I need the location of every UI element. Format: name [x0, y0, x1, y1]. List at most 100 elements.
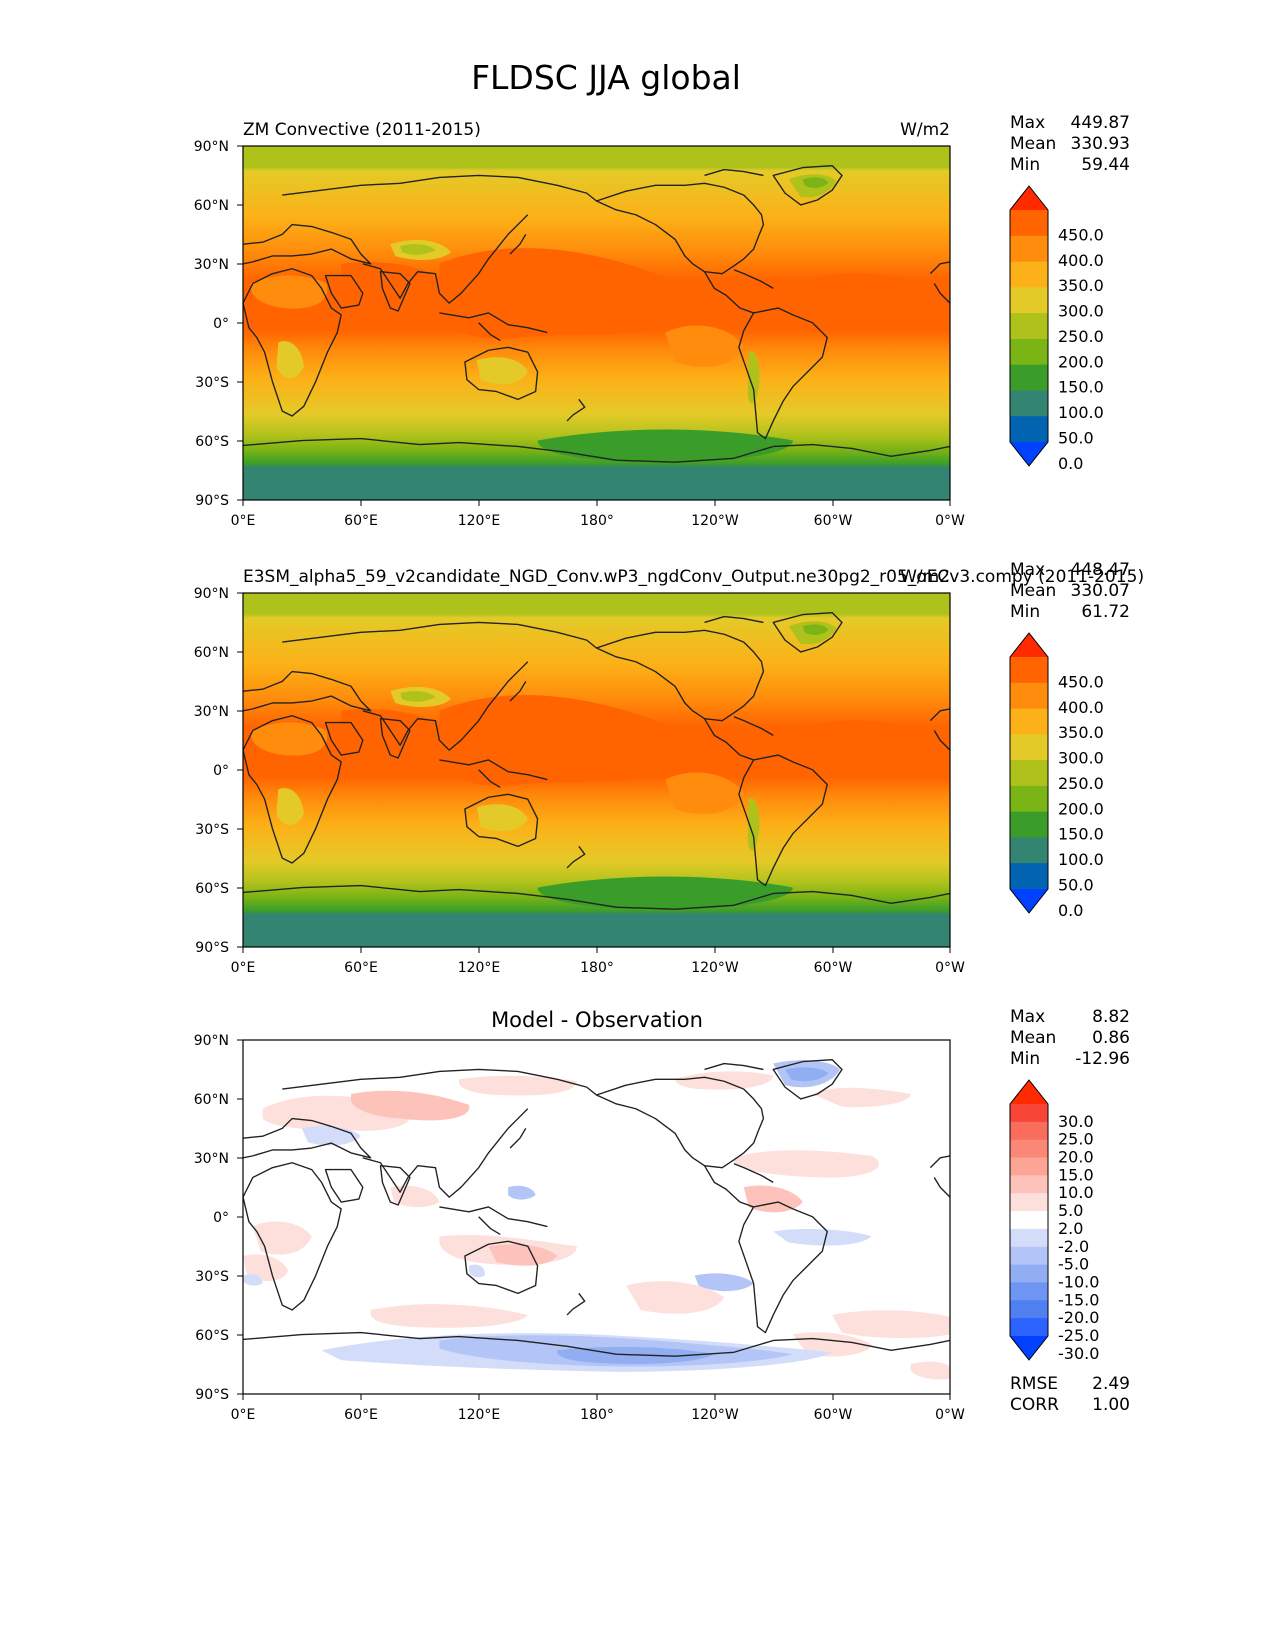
stat-max-value: 449.87 — [1071, 113, 1130, 133]
panel-reference-units: W/m2 — [900, 567, 950, 587]
xtick-label: 180° — [580, 513, 614, 529]
stat-mean-value: 0.86 — [1092, 1028, 1130, 1048]
colorbar-tick-label: 2.0 — [1058, 1219, 1083, 1238]
colorbar-segment — [1010, 708, 1048, 735]
colorbar-segment — [1010, 1193, 1048, 1212]
xtick-label: 60°E — [344, 960, 378, 976]
corr-value: 1.00 — [1092, 1395, 1130, 1415]
ytick-label: 30°N — [194, 257, 229, 273]
xtick-label: 60°W — [814, 513, 853, 529]
xtick-label: 180° — [580, 1407, 614, 1423]
xtick-label: 180° — [580, 960, 614, 976]
stat-max-label: Max — [1010, 113, 1045, 133]
ytick-label: 30°N — [194, 704, 229, 720]
colorbar-segment — [1010, 1246, 1048, 1266]
xtick-label: 0°E — [231, 1407, 256, 1423]
colorbar-tick-label: 350.0 — [1058, 276, 1104, 295]
colorbar-segment — [1010, 1121, 1048, 1141]
colorbar-tick-label: 400.0 — [1058, 251, 1104, 270]
stat-mean-label: Mean — [1010, 581, 1056, 601]
colorbar-tick-label: 450.0 — [1058, 672, 1104, 691]
panel-difference-yticks: 90°N 60°N 30°N 0° 30°S 60°S 90°S — [194, 1033, 229, 1403]
colorbar-segment — [1010, 1104, 1048, 1123]
stat-mean-value: 330.93 — [1071, 134, 1130, 154]
colorbar-segment — [1010, 338, 1048, 366]
colorbar-tick-label: 150.0 — [1058, 825, 1104, 844]
xtick-label: 60°W — [814, 1407, 853, 1423]
panel-test: ZM Convective (2011-2015) W/m2 90°N 60°N… — [194, 113, 1130, 529]
stat-mean-label: Mean — [1010, 1028, 1056, 1048]
panel-test-stats: Max 449.87 Mean 330.93 Min 59.44 — [1010, 113, 1130, 175]
ytick-label: 30°N — [194, 1151, 229, 1167]
colorbar-tick-label: -15.0 — [1058, 1290, 1099, 1309]
colorbar-tick-label: 450.0 — [1058, 225, 1104, 244]
panel-difference-title: Model - Observation — [491, 1008, 703, 1032]
colorbar-tick-label: 100.0 — [1058, 850, 1104, 869]
colorbar-segment — [1010, 1157, 1048, 1176]
xtick-label: 120°E — [458, 960, 501, 976]
colorbar-segment — [1010, 1318, 1048, 1337]
colorbar-segment — [1010, 1264, 1048, 1283]
colorbar-tick-label: 250.0 — [1058, 774, 1104, 793]
colorbar-tick-label: 150.0 — [1058, 378, 1104, 397]
panel-difference-stats: Max 8.82 Mean 0.86 Min -12.96 — [1010, 1007, 1130, 1069]
xtick-label: 60°W — [814, 960, 853, 976]
panel-reference-xticks: 0°E 60°E 120°E 180° 120°W 60°W 0°W — [231, 960, 965, 976]
colorbar-segment — [1010, 1300, 1048, 1319]
colorbar-tick-label: 200.0 — [1058, 352, 1104, 371]
panel-test-colorbar: 450.0 400.0 350.0 300.0 250.0 200.0 150.0 100.0… — [1009, 185, 1104, 473]
colorbar-tick-label: 5.0 — [1058, 1201, 1083, 1220]
colorbar-segment — [1010, 210, 1048, 237]
colorbar-segment — [1010, 657, 1048, 684]
colorbar-tick-label: 10.0 — [1058, 1183, 1094, 1202]
colorbar-segment — [1010, 1228, 1048, 1248]
stat-max-value: 8.82 — [1092, 1007, 1130, 1027]
colorbar-segment — [1010, 287, 1048, 314]
ytick-label: 90°N — [194, 586, 229, 602]
colorbar-outline — [1009, 1079, 1049, 1361]
ytick-label: 30°S — [195, 822, 229, 838]
ytick-label: 60°N — [194, 645, 229, 661]
ytick-label: 90°S — [195, 493, 229, 509]
ytick-label: 90°N — [194, 1033, 229, 1049]
xtick-label: 0°E — [231, 513, 256, 529]
colorbar-tick-label: 0.0 — [1058, 454, 1083, 473]
ytick-label: 0° — [213, 316, 229, 332]
panel-test-units: W/m2 — [900, 120, 950, 140]
xtick-label: 120°W — [691, 1407, 739, 1423]
stat-min-value: 59.44 — [1081, 155, 1130, 175]
panel-difference-colorbar: 30.025.020.015.010.05.02.0-2.0-5.0-10.0-… — [1009, 1079, 1099, 1363]
colorbar-tick-label: 50.0 — [1058, 429, 1094, 448]
colorbar-tick-label: -25.0 — [1058, 1326, 1099, 1345]
panel-reference-stats: Max 448.47 Mean 330.07 Min 61.72 — [1010, 560, 1130, 622]
colorbar-segment — [1010, 1211, 1048, 1230]
colorbar-tick-label: 350.0 — [1058, 723, 1104, 742]
colorbar-segment — [1010, 682, 1048, 710]
colorbar-extend-max — [1010, 1080, 1048, 1104]
ytick-label: 30°S — [195, 375, 229, 391]
ytick-label: 0° — [213, 1210, 229, 1226]
colorbar-segment — [1010, 1282, 1048, 1301]
colorbar-extend-min — [1010, 1336, 1048, 1360]
xtick-label: 0°W — [935, 513, 965, 529]
colorbar-tick-label: 200.0 — [1058, 799, 1104, 818]
ytick-label: 60°N — [194, 198, 229, 214]
xtick-label: 0°W — [935, 1407, 965, 1423]
panel-difference-map — [243, 1040, 950, 1394]
stat-mean-label: Mean — [1010, 134, 1056, 154]
stat-min-value: 61.72 — [1081, 602, 1130, 622]
xtick-label: 120°E — [458, 1407, 501, 1423]
colorbar-tick-label: 15.0 — [1058, 1165, 1094, 1184]
colorbar-extend-min — [1010, 889, 1048, 913]
xtick-label: 120°W — [691, 513, 739, 529]
ytick-label: 90°S — [195, 940, 229, 956]
colorbar-segment — [1010, 785, 1048, 813]
panel-test-yticks: 90°N 60°N 30°N 0° 30°S 60°S 90°S — [194, 139, 229, 509]
xtick-label: 0°E — [231, 960, 256, 976]
colorbar-tick-label: 30.0 — [1058, 1112, 1094, 1131]
colorbar-tick-label: 50.0 — [1058, 876, 1094, 895]
colorbar-extend-max — [1010, 633, 1048, 657]
panel-test-map — [243, 146, 950, 500]
colorbar-segment — [1010, 837, 1048, 864]
colorbar-tick-label: 250.0 — [1058, 327, 1104, 346]
